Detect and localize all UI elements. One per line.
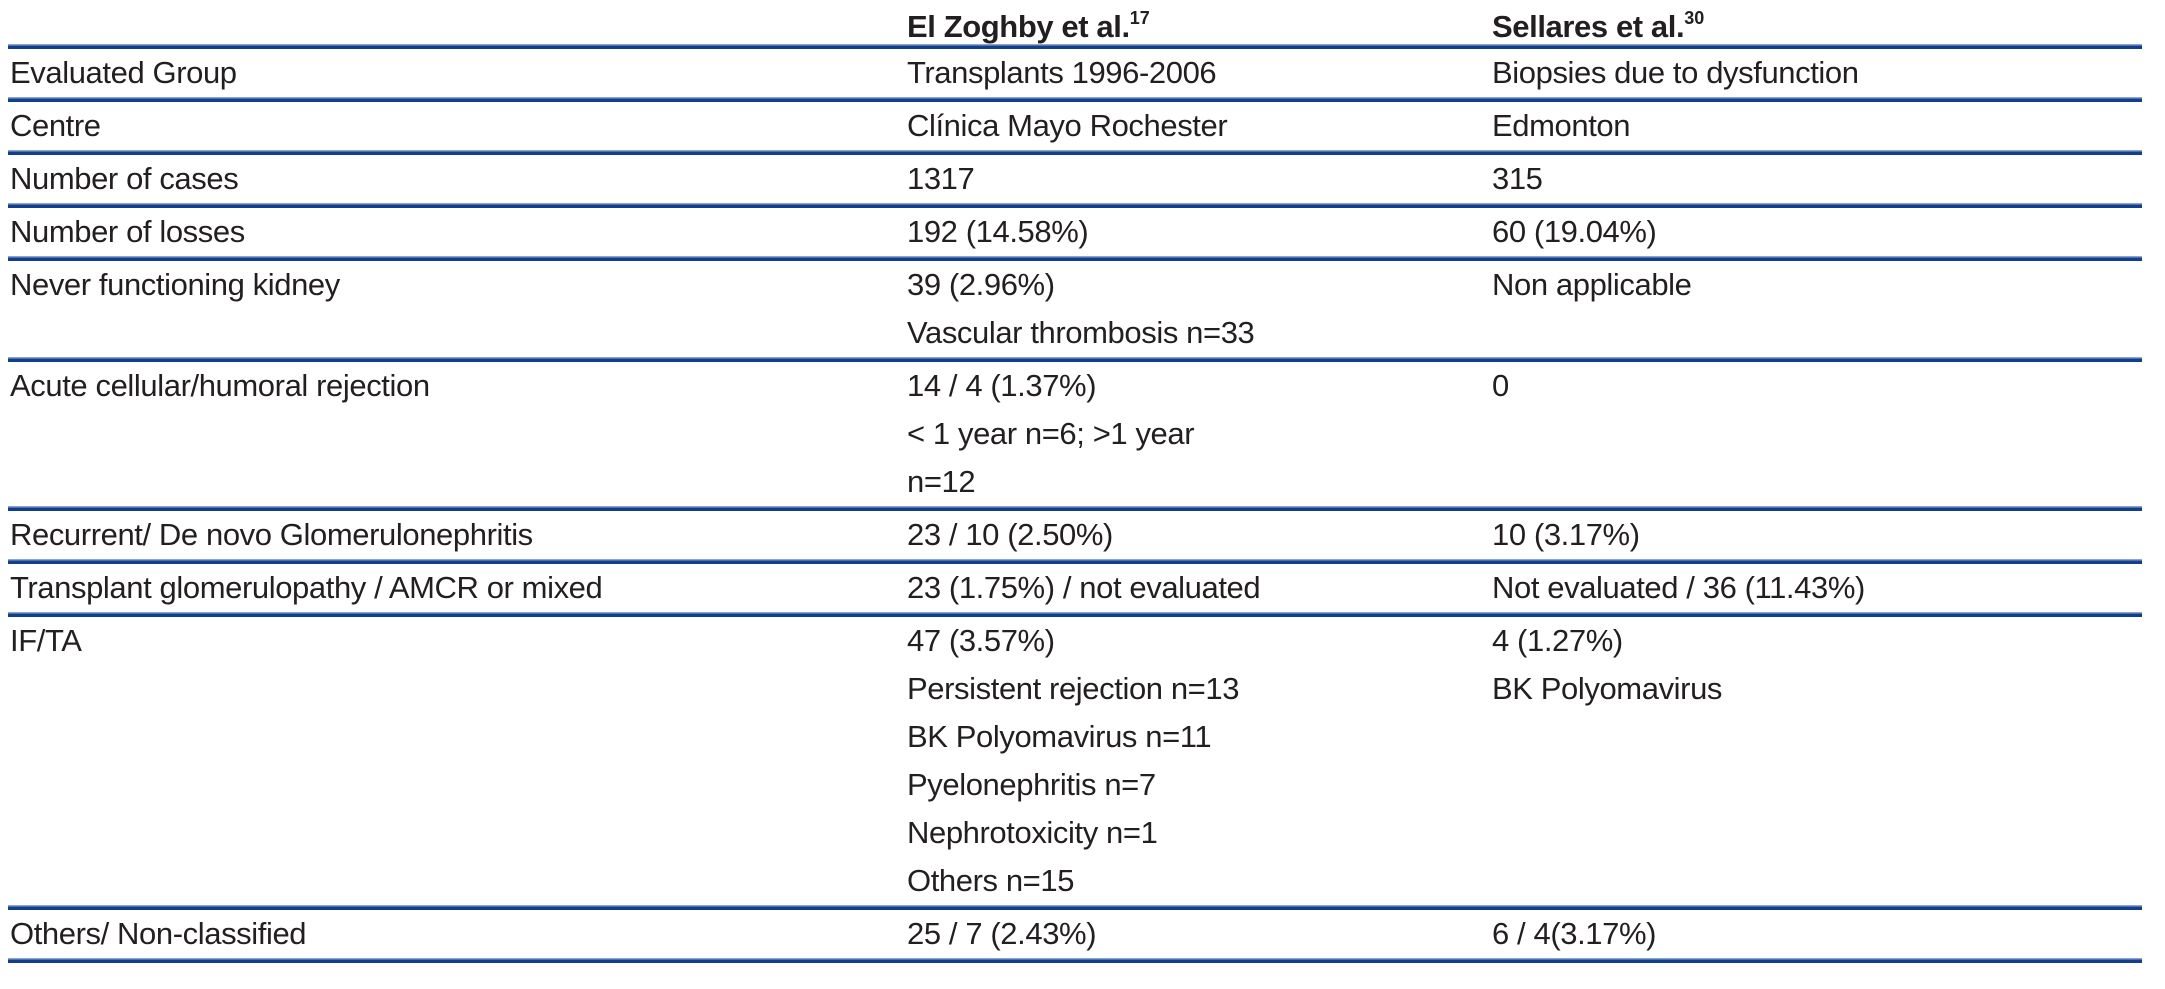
table-row: Transplant glomerulopathy / AMCR or mixe… xyxy=(8,564,2142,617)
cell-line: 10 (3.17%) xyxy=(1492,517,1640,552)
cell-line: Number of cases xyxy=(10,161,239,196)
row-label: Recurrent/ De novo Glomerulonephritis xyxy=(8,511,905,564)
value-sellares: 6 / 4(3.17%) xyxy=(1490,910,2142,963)
value-el-zoghby: Clínica Mayo Rochester xyxy=(905,102,1490,155)
table-row: Centre Clínica Mayo Rochester Edmonton xyxy=(8,102,2142,155)
value-sellares: Biopsies due to dysfunction xyxy=(1490,49,2142,102)
value-el-zoghby: 1317 xyxy=(905,155,1490,208)
cell-line: Vascular thrombosis n=33 xyxy=(907,315,1255,350)
cell-line: Recurrent/ De novo Glomerulonephritis xyxy=(10,517,533,552)
value-sellares: 0 xyxy=(1490,362,2142,511)
table-row: Never functioning kidney 39 (2.96%) Vascul… xyxy=(8,261,2142,362)
cell-line: < 1 year n=6; >1 year xyxy=(907,416,1195,451)
cell-line: 23 (1.75%) / not evaluated xyxy=(907,570,1261,605)
cell-line: Not evaluated / 36 (11.43%) xyxy=(1492,570,1865,605)
row-label: Acute cellular/humoral rejection xyxy=(8,362,905,511)
cell-line: Persistent rejection n=13 xyxy=(907,671,1240,706)
cell-line: 47 (3.57%) xyxy=(907,623,1055,658)
value-el-zoghby: 23 (1.75%) / not evaluated xyxy=(905,564,1490,617)
table-row: Number of cases 1317 315 xyxy=(8,155,2142,208)
cell-line: 4 (1.27%) xyxy=(1492,623,1623,658)
cell-line: Nephrotoxicity n=1 xyxy=(907,815,1158,850)
table-row: Others/ Non-classified 25 / 7 (2.43%) 6 / … xyxy=(8,910,2142,963)
cell-line: n=12 xyxy=(907,464,976,499)
table-row: Number of losses 192 (14.58%) 60 (19.04%) xyxy=(8,208,2142,261)
table-row: Acute cellular/humoral rejection 14 / 4 (… xyxy=(8,362,2142,511)
value-el-zoghby: 23 / 10 (2.50%) xyxy=(905,511,1490,564)
value-el-zoghby: 192 (14.58%) xyxy=(905,208,1490,261)
cell-line: Others n=15 xyxy=(907,863,1075,898)
table-row: Recurrent/ De novo Glomerulonephritis 23 … xyxy=(8,511,2142,564)
cell-line: 0 xyxy=(1492,368,1509,403)
cell-line: Number of losses xyxy=(10,214,245,249)
cell-line: 192 (14.58%) xyxy=(907,214,1089,249)
cell-line: Clínica Mayo Rochester xyxy=(907,108,1228,143)
cell-line: BK Polyomavirus xyxy=(1492,671,1723,706)
cell-line: Others/ Non-classified xyxy=(10,916,307,951)
value-sellares: 60 (19.04%) xyxy=(1490,208,2142,261)
row-label: IF/TA xyxy=(8,617,905,910)
cell-line: IF/TA xyxy=(10,623,82,658)
study-comparison-table: El Zoghby et al.17 Sellares et al.30 Eva… xyxy=(8,0,2142,963)
cell-line: 60 (19.04%) xyxy=(1492,214,1657,249)
column-header-el-zoghby: El Zoghby et al.17 xyxy=(905,0,1490,49)
value-sellares: 315 xyxy=(1490,155,2142,208)
value-el-zoghby: 25 / 7 (2.43%) xyxy=(905,910,1490,963)
cell-line: Transplants 1996-2006 xyxy=(907,55,1217,90)
table-row: Evaluated Group Transplants 1996-2006 Biop… xyxy=(8,49,2142,102)
value-el-zoghby: 39 (2.96%) Vascular thrombosis n=33 xyxy=(905,261,1490,362)
cell-line: Non applicable xyxy=(1492,267,1692,302)
value-sellares: Not evaluated / 36 (11.43%) xyxy=(1490,564,2142,617)
row-label: Others/ Non-classified xyxy=(8,910,905,963)
cell-line: BK Polyomavirus n=11 xyxy=(907,719,1212,754)
cell-line: 14 / 4 (1.37%) xyxy=(907,368,1097,403)
cell-line: Evaluated Group xyxy=(10,55,237,90)
row-label: Centre xyxy=(8,102,905,155)
row-label: Never functioning kidney xyxy=(8,261,905,362)
cell-line: 39 (2.96%) xyxy=(907,267,1055,302)
cell-line: Never functioning kidney xyxy=(10,267,340,302)
cell-line: Edmonton xyxy=(1492,108,1631,143)
value-el-zoghby: Transplants 1996-2006 xyxy=(905,49,1490,102)
reference-superscript: 17 xyxy=(1129,8,1150,28)
row-label: Number of losses xyxy=(8,208,905,261)
reference-superscript: 30 xyxy=(1684,8,1705,28)
cell-line: Acute cellular/humoral rejection xyxy=(10,368,430,403)
column-header-sellares: Sellares et al.30 xyxy=(1490,0,2142,49)
value-sellares: Edmonton xyxy=(1490,102,2142,155)
row-label: Transplant glomerulopathy / AMCR or mixe… xyxy=(8,564,905,617)
column-header-label: El Zoghby et al. xyxy=(907,9,1130,44)
cell-line: 6 / 4(3.17%) xyxy=(1492,916,1657,951)
cell-line: 25 / 7 (2.43%) xyxy=(907,916,1097,951)
value-sellares: 4 (1.27%) BK Polyomavirus xyxy=(1490,617,2142,910)
row-label: Number of cases xyxy=(8,155,905,208)
cell-line: Transplant glomerulopathy / AMCR or mixe… xyxy=(10,570,603,605)
column-header-empty xyxy=(8,0,905,49)
cell-line: 1317 xyxy=(907,161,975,196)
cell-line: 23 / 10 (2.50%) xyxy=(907,517,1113,552)
cell-line: Pyelonephritis n=7 xyxy=(907,767,1156,802)
table-row: IF/TA 47 (3.57%) Persistent rejection n=13… xyxy=(8,617,2142,910)
cell-line: Centre xyxy=(10,108,101,143)
cell-line: 315 xyxy=(1492,161,1543,196)
value-sellares: 10 (3.17%) xyxy=(1490,511,2142,564)
value-el-zoghby: 47 (3.57%) Persistent rejection n=13 BK Po… xyxy=(905,617,1490,910)
value-sellares: Non applicable xyxy=(1490,261,2142,362)
row-label: Evaluated Group xyxy=(8,49,905,102)
table-header-row: El Zoghby et al.17 Sellares et al.30 xyxy=(8,0,2142,49)
value-el-zoghby: 14 / 4 (1.37%) < 1 year n=6; >1 year n=12 xyxy=(905,362,1490,511)
cell-line: Biopsies due to dysfunction xyxy=(1492,55,1859,90)
column-header-label: Sellares et al. xyxy=(1492,9,1685,44)
table-body: Evaluated Group Transplants 1996-2006 Biop… xyxy=(8,49,2142,963)
